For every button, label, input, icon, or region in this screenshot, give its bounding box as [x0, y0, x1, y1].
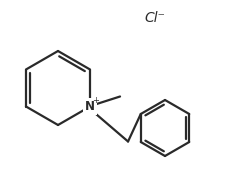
Text: +: +	[93, 96, 99, 105]
Text: Cl⁻: Cl⁻	[145, 11, 165, 25]
Text: N: N	[85, 100, 95, 113]
